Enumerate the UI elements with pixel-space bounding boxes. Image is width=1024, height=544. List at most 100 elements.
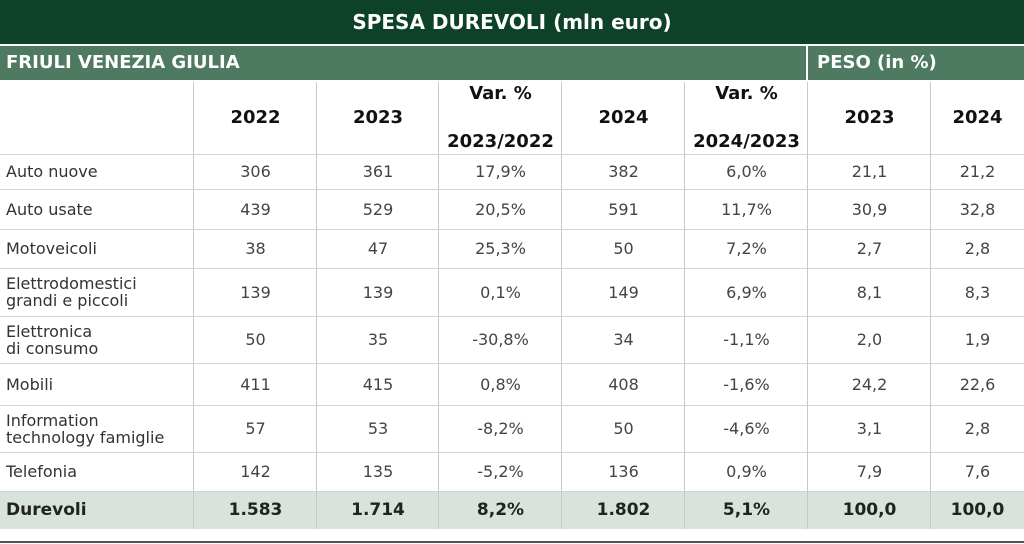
table-cell: 139 [362, 282, 394, 302]
table-cell: -4,6% [723, 419, 770, 438]
region-bar [0, 46, 806, 80]
table-cell: 142 [240, 462, 271, 481]
table-cell: -1,6% [723, 374, 770, 394]
total-cell: 1.802 [596, 500, 651, 520]
row-label: Elettronica di consumo [6, 321, 99, 358]
total-cell: 100,0 [950, 500, 1005, 520]
column-header: Var. % 2024/2023 [693, 83, 800, 152]
row-divider [0, 229, 1024, 230]
table-cell: 50 [245, 330, 266, 349]
table-cell: 0,9% [726, 462, 767, 481]
table-cell: 439 [240, 199, 271, 219]
row-divider [0, 491, 1024, 492]
table-cell: 30,9 [851, 199, 888, 219]
row-divider [0, 363, 1024, 364]
table-cell: 3,1 [856, 419, 883, 438]
table-cell: 11,7% [721, 199, 772, 219]
table-cell: 415 [362, 374, 394, 394]
table-cell: 382 [608, 162, 639, 181]
column-header: 2023 [844, 107, 895, 128]
table-cell: 8,3 [964, 282, 991, 302]
table-cell: -30,8% [472, 330, 529, 349]
total-cell: 1.583 [228, 500, 283, 520]
table-cell: 361 [362, 162, 394, 181]
table-cell: 2,8 [964, 239, 991, 258]
table-cell: 34 [613, 330, 634, 349]
row-label: Mobili [6, 374, 54, 394]
table-cell: 32,8 [959, 199, 996, 219]
table-cell: 7,9 [856, 462, 883, 481]
row-divider [0, 316, 1024, 317]
total-cell: 8,2% [476, 500, 525, 520]
table-cell: 0,1% [480, 282, 521, 302]
column-divider [561, 82, 562, 529]
table-cell: -5,2% [477, 462, 524, 481]
column-divider [316, 82, 317, 529]
column-header: 2024 [598, 107, 649, 128]
table-cell: 306 [240, 162, 271, 181]
row-label: Auto usate [6, 199, 93, 219]
table-cell: 0,8% [480, 374, 521, 394]
table-cell: 6,9% [726, 282, 767, 302]
row-label: Information technology famiglie [6, 410, 165, 447]
table-cell: -8,2% [477, 419, 524, 438]
total-cell: 5,1% [722, 500, 771, 520]
table-cell: 57 [245, 419, 266, 438]
region-label: FRIULI VENEZIA GIULIA [6, 52, 240, 73]
table-cell: 6,0% [726, 162, 767, 181]
total-row-label: Durevoli [6, 499, 87, 520]
column-header: 2023 [352, 107, 404, 128]
peso-bar [808, 46, 1024, 80]
table-cell: 17,9% [475, 162, 526, 181]
header-divider [0, 154, 1024, 155]
column-divider [684, 82, 685, 529]
row-label: Auto nuove [6, 162, 98, 181]
peso-group-header: PESO (in %) [817, 52, 937, 73]
table-cell: 149 [608, 282, 639, 302]
table-cell: 50 [613, 239, 634, 258]
table-cell: 8,1 [856, 282, 883, 302]
column-divider [807, 82, 808, 529]
row-divider [0, 452, 1024, 453]
row-label: Motoveicoli [6, 239, 97, 258]
table-cell: 529 [362, 199, 394, 219]
column-header: Var. % 2023/2022 [447, 83, 554, 152]
table-cell: 53 [367, 419, 389, 438]
row-label: Elettrodomestici grandi e piccoli [6, 274, 137, 310]
row-divider [0, 268, 1024, 269]
table-cell: 408 [608, 374, 639, 394]
total-cell: 100,0 [842, 500, 897, 520]
table-cell: 50 [613, 419, 634, 438]
table-cell: 139 [240, 282, 271, 302]
table-cell: 2,0 [856, 330, 883, 349]
table-cell: 2,8 [964, 419, 991, 438]
table-cell: 135 [362, 462, 394, 481]
bottom-rule [0, 541, 1024, 543]
table-cell: 22,6 [959, 374, 996, 394]
table-cell: 136 [608, 462, 639, 481]
table-cell: 38 [245, 239, 266, 258]
table-cell: 24,2 [851, 374, 888, 394]
title-bar [0, 0, 1024, 44]
row-divider [0, 189, 1024, 190]
column-divider [930, 82, 931, 529]
table-cell: -1,1% [723, 330, 770, 349]
row-divider [0, 405, 1024, 406]
table-cell: 21,2 [959, 162, 996, 181]
total-row-background [0, 491, 1024, 529]
table-cell: 21,1 [851, 162, 888, 181]
table-cell: 20,5% [475, 199, 526, 219]
table-cell: 35 [367, 330, 389, 349]
column-divider [438, 82, 439, 529]
table-cell: 411 [240, 374, 271, 394]
table-cell: 7,2% [726, 239, 767, 258]
table-title: SPESA DUREVOLI (mln euro) [352, 10, 672, 34]
column-header: 2022 [230, 107, 281, 128]
table-cell: 47 [367, 239, 389, 258]
table-cell: 7,6 [964, 462, 991, 481]
total-cell: 1.714 [351, 500, 405, 520]
table-cell: 591 [608, 199, 639, 219]
table-cell: 25,3% [475, 239, 526, 258]
table-cell: 2,7 [856, 239, 883, 258]
